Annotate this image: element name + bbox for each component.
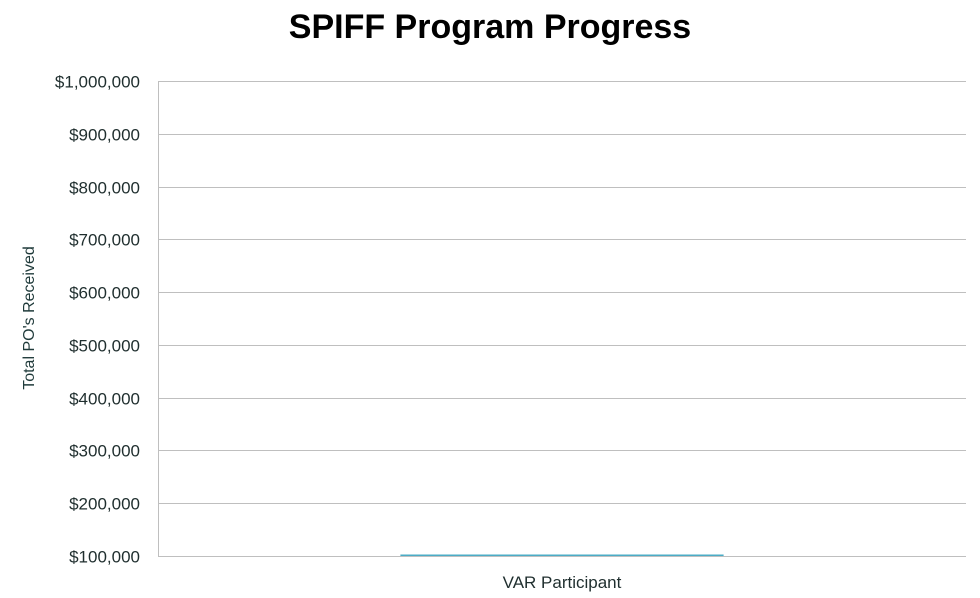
bars <box>400 554 724 556</box>
x-category-label: VAR Participant <box>503 573 622 592</box>
y-tick-label: $800,000 <box>69 179 140 198</box>
y-tick-label: $600,000 <box>69 284 140 303</box>
y-axis-label: Total PO's Received <box>21 246 38 390</box>
y-tick-label: $900,000 <box>69 126 140 145</box>
y-tick-label: $1,000,000 <box>55 73 140 92</box>
y-tick-label: $200,000 <box>69 495 140 514</box>
y-tick-label: $700,000 <box>69 231 140 250</box>
y-tick-label: $400,000 <box>69 390 140 409</box>
gridlines <box>158 81 966 557</box>
y-axis-ticks: $100,000 $200,000 $300,000 $400,000 $500,000… <box>55 73 140 567</box>
y-tick-label: $300,000 <box>69 442 140 461</box>
y-tick-label: $100,000 <box>69 548 140 567</box>
chart-title: SPIFF Program Progress <box>288 8 692 46</box>
x-axis-categories: VAR Participant <box>503 573 622 592</box>
y-tick-label: $500,000 <box>69 337 140 356</box>
bar <box>400 554 724 556</box>
